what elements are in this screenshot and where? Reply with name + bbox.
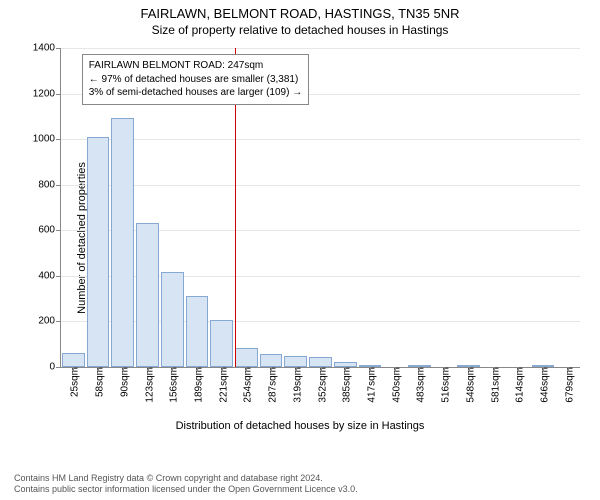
histogram-bar [111, 118, 134, 368]
bar-slot: 417sqm [358, 48, 383, 367]
chart-titles: FAIRLAWN, BELMONT ROAD, HASTINGS, TN35 5… [0, 0, 600, 37]
x-tick-label: 123sqm [140, 367, 155, 403]
histogram-bar [186, 296, 209, 367]
x-tick-mark [73, 367, 74, 372]
x-tick-mark [123, 367, 124, 372]
bar-slot: 548sqm [457, 48, 482, 367]
x-tick-mark [321, 367, 322, 372]
x-tick-mark [444, 367, 445, 372]
annotation-line: FAIRLAWN BELMONT ROAD: 247sqm [89, 59, 302, 73]
annotation-box: FAIRLAWN BELMONT ROAD: 247sqm← 97% of de… [82, 54, 309, 105]
x-tick-mark [395, 367, 396, 372]
x-tick-mark [469, 367, 470, 372]
histogram-bar [235, 348, 258, 367]
footer-attribution: Contains HM Land Registry data © Crown c… [0, 473, 600, 496]
x-tick-mark [98, 367, 99, 372]
plot-region: 020040060080010001200140025sqm58sqm90sqm… [60, 48, 580, 368]
x-tick-mark [494, 367, 495, 372]
chart-area: Number of detached properties 0200400600… [0, 38, 600, 438]
bar-slot: 385sqm [333, 48, 358, 367]
x-tick-mark [197, 367, 198, 372]
y-tick-mark [56, 367, 61, 368]
histogram-bar [87, 137, 110, 367]
histogram-bar [210, 320, 233, 367]
x-axis-label: Distribution of detached houses by size … [0, 420, 600, 432]
bar-slot: 646sqm [531, 48, 556, 367]
bar-slot: 679sqm [555, 48, 580, 367]
x-tick-label: 221sqm [214, 367, 229, 403]
x-tick-label: 548sqm [461, 367, 476, 403]
x-tick-label: 614sqm [511, 367, 526, 403]
x-tick-mark [518, 367, 519, 372]
footer-line-2: Contains public sector information licen… [14, 484, 600, 496]
annotation-line: ← 97% of detached houses are smaller (3,… [89, 73, 302, 87]
footer-line-1: Contains HM Land Registry data © Crown c… [14, 473, 600, 485]
bar-slot: 516sqm [432, 48, 457, 367]
chart-title-main: FAIRLAWN, BELMONT ROAD, HASTINGS, TN35 5… [0, 6, 600, 21]
x-tick-mark [543, 367, 544, 372]
x-tick-mark [419, 367, 420, 372]
x-tick-label: 156sqm [165, 367, 180, 403]
x-tick-label: 385sqm [338, 367, 353, 403]
bar-slot: 352sqm [308, 48, 333, 367]
x-tick-mark [148, 367, 149, 372]
histogram-bar [309, 357, 332, 367]
bar-slot: 614sqm [506, 48, 531, 367]
x-tick-label: 450sqm [387, 367, 402, 403]
histogram-bar [284, 356, 307, 367]
x-tick-mark [568, 367, 569, 372]
x-tick-label: 352sqm [313, 367, 328, 403]
x-tick-label: 417sqm [362, 367, 377, 403]
bar-slot: 581sqm [481, 48, 506, 367]
histogram-bar [136, 223, 159, 367]
x-tick-mark [370, 367, 371, 372]
histogram-bar [62, 353, 85, 367]
x-tick-label: 189sqm [189, 367, 204, 403]
x-tick-mark [172, 367, 173, 372]
x-tick-mark [296, 367, 297, 372]
x-tick-label: 287sqm [264, 367, 279, 403]
chart-title-sub: Size of property relative to detached ho… [0, 23, 600, 37]
x-tick-label: 254sqm [239, 367, 254, 403]
bar-slot: 450sqm [382, 48, 407, 367]
x-tick-label: 516sqm [437, 367, 452, 403]
x-tick-label: 319sqm [288, 367, 303, 403]
x-tick-label: 679sqm [560, 367, 575, 403]
bar-slot: 483sqm [407, 48, 432, 367]
x-tick-label: 646sqm [536, 367, 551, 403]
histogram-bar [161, 272, 184, 367]
annotation-line: 3% of semi-detached houses are larger (1… [89, 86, 302, 100]
x-tick-mark [345, 367, 346, 372]
histogram-bar [260, 354, 283, 367]
x-tick-mark [246, 367, 247, 372]
x-tick-mark [222, 367, 223, 372]
x-tick-label: 483sqm [412, 367, 427, 403]
x-tick-mark [271, 367, 272, 372]
x-tick-label: 581sqm [486, 367, 501, 403]
